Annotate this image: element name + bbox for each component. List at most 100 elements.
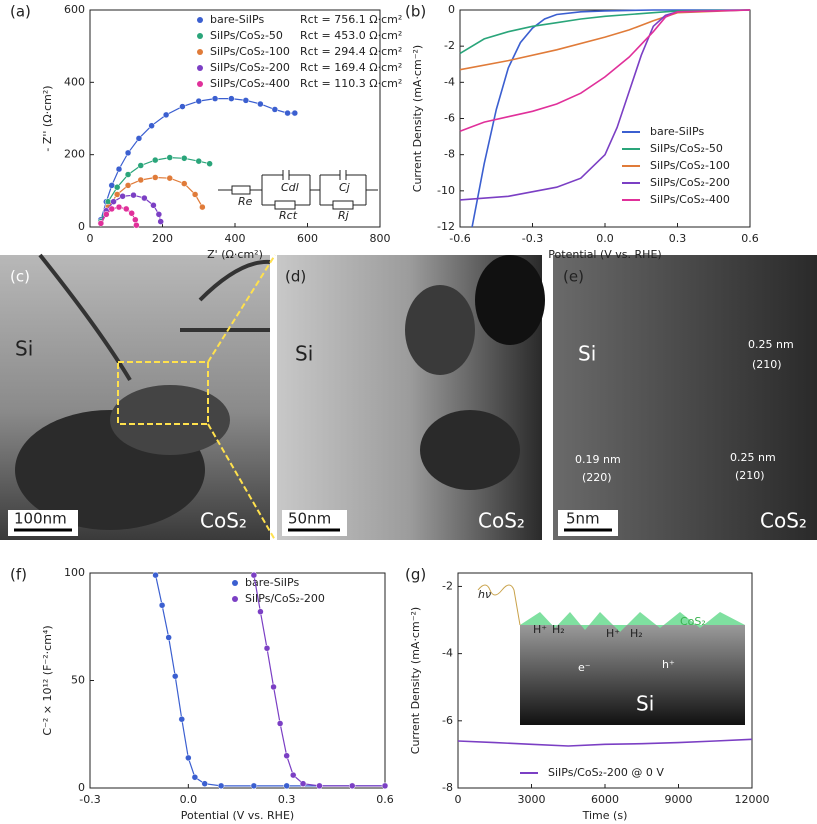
data-point	[137, 176, 144, 184]
x-tick-label: 12000	[735, 793, 770, 806]
y-tick-label: -2	[444, 39, 455, 52]
data-point	[162, 111, 170, 119]
y-axis-label: - Z'' (Ω·cm²)	[41, 85, 54, 151]
circuit-label: Cdl	[281, 181, 299, 194]
data-point	[201, 780, 208, 787]
y-tick-label: 400	[64, 75, 85, 88]
data-point	[195, 97, 202, 105]
data-point	[263, 645, 271, 652]
x-axis-label: Potential (V vs. RHE)	[181, 809, 294, 822]
data-point	[289, 771, 297, 779]
image-text: (210)	[752, 358, 782, 371]
data-point	[124, 182, 132, 189]
image-text: Si	[578, 342, 596, 366]
inset-label: H⁺	[533, 623, 547, 636]
panel-label: (a)	[10, 3, 31, 21]
legend-label: SiIPs/CoS₂-400	[650, 193, 730, 206]
data-point	[108, 182, 115, 189]
legend-label: SiIPs/CoS₂-100	[650, 159, 730, 172]
data-point	[199, 203, 206, 211]
inset-label: H⁺	[606, 627, 620, 640]
data-point	[166, 174, 173, 182]
image-text: (210)	[735, 469, 765, 482]
data-point	[217, 782, 225, 790]
data-point	[206, 160, 213, 167]
data-point	[132, 216, 139, 224]
panel-label: (e)	[563, 268, 584, 286]
data-point	[155, 211, 163, 218]
y-tick-label: -6	[442, 714, 453, 727]
data-point	[123, 205, 130, 213]
y-tick-label: 0	[78, 220, 85, 233]
x-tick-label: 0	[87, 232, 94, 245]
data-point	[115, 165, 123, 173]
data-point	[242, 97, 250, 104]
circuit-label: Rct	[279, 209, 298, 222]
x-tick-label: 800	[370, 232, 391, 245]
series-line	[457, 738, 753, 747]
inset-label: h⁺	[662, 658, 675, 671]
legend-marker	[197, 49, 203, 55]
data-point	[191, 774, 199, 781]
data-point	[171, 672, 179, 680]
data-point	[191, 191, 199, 198]
data-point	[181, 180, 188, 187]
data-point	[283, 752, 290, 759]
series-line	[100, 156, 210, 222]
x-tick-label: -0.3	[79, 793, 100, 806]
data-point	[257, 608, 264, 615]
data-point	[113, 191, 121, 198]
data-point	[165, 634, 172, 641]
data-point	[135, 135, 143, 142]
rct-label: Rct = 110.3 Ω·cm²	[300, 77, 402, 90]
legend-label: SiIPs/CoS₂-400	[210, 77, 290, 90]
legend-label: SiIPs/CoS₂-200	[650, 176, 730, 189]
data-point	[257, 100, 264, 108]
x-tick-label: 0.3	[669, 232, 687, 245]
image-text: 0.25 nm	[730, 451, 776, 464]
tem-e: (e) Si 0.19 nm (220) 0.25 nm (210) 0.25 …	[553, 255, 817, 540]
legend-marker	[232, 596, 238, 602]
data-point	[271, 106, 279, 113]
data-point	[124, 171, 132, 178]
image-text: Si	[15, 337, 33, 361]
inset-label: e⁻	[578, 661, 591, 674]
image-text: CoS₂	[200, 509, 247, 533]
band-inset	[477, 584, 745, 725]
data-point	[97, 220, 105, 227]
image-text: CoS₂	[760, 509, 807, 533]
data-point	[181, 155, 188, 162]
data-point	[141, 194, 148, 202]
image-text: Si	[295, 342, 313, 366]
x-tick-label: 0.0	[596, 232, 614, 245]
data-point	[291, 109, 299, 117]
rct-label: Rct = 756.1 Ω·cm²	[300, 13, 402, 26]
panel-label: (g)	[405, 566, 426, 584]
y-tick-label: -8	[442, 781, 453, 794]
data-point	[110, 198, 117, 205]
data-point	[179, 103, 186, 110]
legend-marker	[197, 65, 203, 71]
inset-label: H₂	[630, 627, 643, 640]
data-point	[195, 157, 202, 165]
data-point	[137, 162, 144, 169]
panel-label: (c)	[10, 268, 30, 286]
series-line	[459, 9, 751, 132]
circuit-label: Cj	[339, 181, 351, 194]
rct-label: Rct = 294.4 Ω·cm²	[300, 45, 402, 58]
series-line	[471, 9, 750, 228]
y-tick-label: -2	[442, 579, 453, 592]
rct-label: Rct = 169.4 Ω·cm²	[300, 61, 402, 74]
data-point	[157, 218, 164, 225]
data-point	[124, 149, 132, 157]
inset-label: H₂	[552, 623, 565, 636]
inset-label: hν	[478, 588, 491, 601]
series-line	[459, 9, 751, 55]
legend-label: SiIPs/CoS₂-100	[210, 45, 290, 58]
data-point	[299, 780, 307, 787]
image-text: 0.19 nm	[575, 453, 621, 466]
data-point	[250, 571, 258, 579]
data-point	[284, 109, 291, 117]
circuit-inset	[218, 170, 378, 210]
x-axis-label: Potential (V vs. RHE)	[548, 248, 661, 261]
